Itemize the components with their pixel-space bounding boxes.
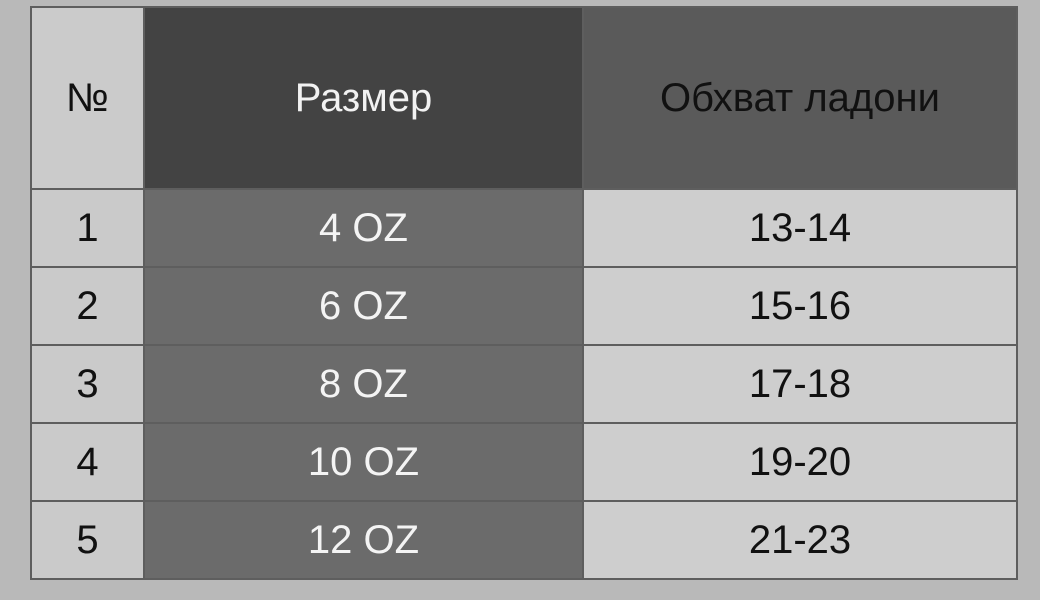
cell-number: 1	[30, 188, 145, 268]
cell-palm-girth: 15-16	[582, 266, 1018, 346]
cell-size: 10 OZ	[143, 422, 584, 502]
cell-size: 8 OZ	[143, 344, 584, 424]
cell-size: 12 OZ	[143, 500, 584, 580]
cell-palm-girth: 13-14	[582, 188, 1018, 268]
cell-palm-girth: 19-20	[582, 422, 1018, 502]
table-row: 4 10 OZ 19-20	[30, 422, 1018, 502]
header-row: № Размер Обхват ладони	[30, 6, 1018, 190]
header-size: Размер	[143, 6, 584, 190]
cell-palm-girth: 17-18	[582, 344, 1018, 424]
header-number: №	[30, 6, 145, 190]
header-palm-girth: Обхват ладони	[582, 6, 1018, 190]
cell-number: 2	[30, 266, 145, 346]
cell-number: 3	[30, 344, 145, 424]
table-row: 5 12 OZ 21-23	[30, 500, 1018, 580]
cell-palm-girth: 21-23	[582, 500, 1018, 580]
cell-number: 4	[30, 422, 145, 502]
cell-number: 5	[30, 500, 145, 580]
cell-size: 4 OZ	[143, 188, 584, 268]
cell-size: 6 OZ	[143, 266, 584, 346]
